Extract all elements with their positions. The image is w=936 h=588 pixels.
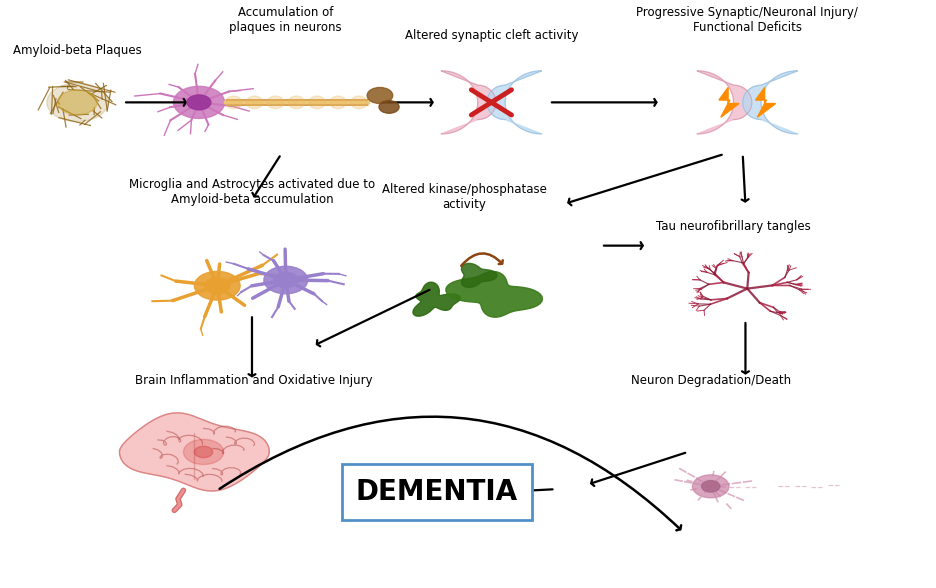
Text: Brain Inflammation and Oxidative Injury: Brain Inflammation and Oxidative Injury [135, 374, 373, 387]
Circle shape [693, 475, 729, 498]
Circle shape [702, 480, 720, 492]
Text: Microglia and Astrocytes activated due to
Amyloid-beta accumulation: Microglia and Astrocytes activated due t… [129, 178, 375, 206]
Ellipse shape [226, 96, 241, 109]
Polygon shape [487, 71, 542, 134]
Ellipse shape [351, 96, 367, 109]
Circle shape [187, 95, 211, 110]
Text: Altered synaptic cleft activity: Altered synaptic cleft activity [404, 29, 578, 42]
Text: Amyloid-beta Plaques: Amyloid-beta Plaques [13, 44, 142, 56]
Text: Tau neurofibrillary tangles: Tau neurofibrillary tangles [656, 220, 811, 233]
Polygon shape [755, 88, 776, 117]
Polygon shape [120, 413, 270, 491]
Ellipse shape [267, 96, 284, 109]
Circle shape [173, 86, 225, 118]
Polygon shape [446, 272, 543, 317]
Ellipse shape [288, 96, 304, 109]
Text: Progressive Synaptic/Neuronal Injury/
Functional Deficits: Progressive Synaptic/Neuronal Injury/ Fu… [636, 6, 858, 34]
Circle shape [273, 272, 298, 288]
Polygon shape [743, 71, 797, 134]
Ellipse shape [309, 96, 326, 109]
Polygon shape [461, 263, 497, 288]
Text: Accumulation of
plaques in neurons: Accumulation of plaques in neurons [229, 6, 343, 34]
Circle shape [205, 278, 230, 293]
Circle shape [183, 439, 224, 465]
Circle shape [264, 266, 308, 294]
Circle shape [58, 90, 97, 115]
Text: Altered kinase/phosphatase
activity: Altered kinase/phosphatase activity [382, 183, 547, 211]
Circle shape [47, 83, 109, 122]
Polygon shape [413, 282, 461, 316]
Ellipse shape [329, 96, 346, 109]
Ellipse shape [246, 96, 263, 109]
Circle shape [195, 272, 241, 300]
Text: DEMENTIA: DEMENTIA [356, 478, 518, 506]
Polygon shape [441, 71, 496, 134]
Circle shape [195, 446, 212, 457]
Circle shape [379, 101, 399, 113]
Polygon shape [697, 71, 752, 134]
Text: Neuron Degradation/Death: Neuron Degradation/Death [631, 374, 791, 387]
Polygon shape [719, 88, 739, 117]
Circle shape [367, 88, 393, 103]
